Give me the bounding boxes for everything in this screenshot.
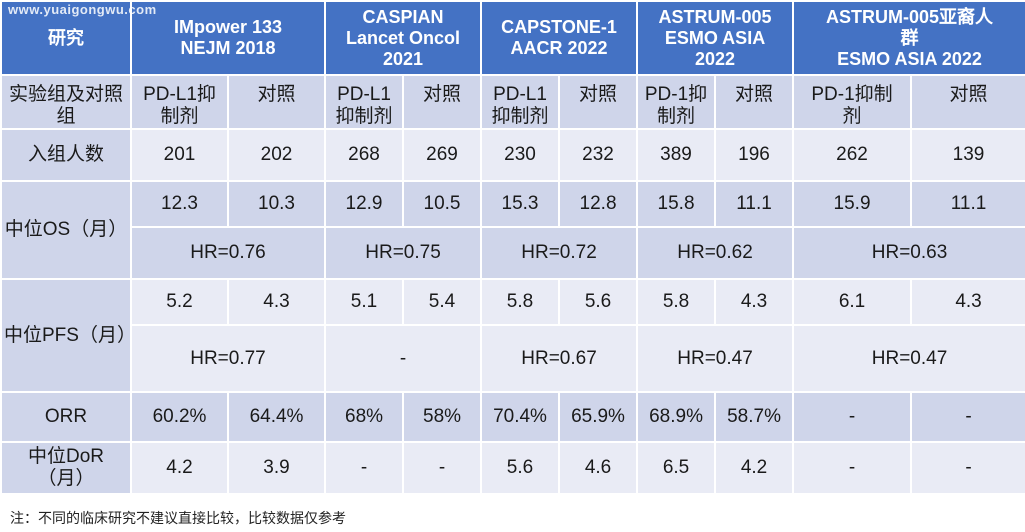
value-cell: 230 (480, 128, 561, 182)
study-header: IMpower 133 NEJM 2018 (129, 0, 327, 76)
hazard-ratio-cell: HR=0.47 (636, 324, 795, 393)
value-cell: 202 (226, 128, 327, 182)
value-cell: - (910, 391, 1025, 443)
value-cell: 5.8 (636, 278, 717, 326)
study-header: ASTRUM-005 ESMO ASIA 2022 (636, 0, 795, 76)
study-header: CASPIAN Lancet Oncol 2021 (324, 0, 483, 76)
group-cell: 对照 (558, 74, 639, 130)
pfs-row: 中位PFS（月） 5.2 4.3 5.1 5.4 5.8 5.6 5.8 4.3… (0, 278, 1025, 393)
os-row: 中位OS（月） 12.3 10.3 12.9 10.5 15.3 12.8 15… (0, 180, 1025, 280)
value-cell: 4.2 (714, 441, 795, 495)
value-cell: 60.2% (130, 391, 229, 443)
group-cell: 对照 (226, 74, 327, 130)
group-cell: 对照 (714, 74, 795, 130)
value-cell: 12.8 (558, 180, 639, 228)
orr-row: ORR 60.2% 64.4% 68% 58% 70.4% 65.9% 68.9… (0, 391, 1025, 443)
value-cell: 5.2 (130, 278, 229, 326)
group-cell: 对照 (402, 74, 483, 130)
value-cell: 4.3 (226, 278, 327, 326)
comparison-table: 研究 IMpower 133 NEJM 2018 CASPIAN Lancet On… (0, 0, 1025, 495)
value-cell: 5.6 (480, 441, 561, 495)
value-cell: 70.4% (480, 391, 561, 443)
value-cell: 3.9 (226, 441, 327, 495)
row-label: 实验组及对照组 (0, 74, 132, 130)
value-cell: 5.1 (324, 278, 405, 326)
value-cell: 58.7% (714, 391, 795, 443)
value-cell: - (324, 441, 405, 495)
value-cell: 269 (402, 128, 483, 182)
hazard-ratio-cell: HR=0.62 (636, 226, 795, 280)
groups-row: 实验组及对照组 PD-L1抑 制剂 对照 PD-L1 抑制剂 对照 PD-L1 抑制剂… (0, 74, 1025, 130)
row-label: 中位PFS（月） (0, 278, 136, 393)
group-cell: PD-L1抑制剂 (130, 74, 229, 130)
row-label: 中位DoR （月） (0, 441, 132, 495)
value-cell: 389 (636, 128, 717, 182)
header-row: 研究 IMpower 133 NEJM 2018 CASPIAN Lancet On… (0, 0, 1025, 76)
value-cell: 4.2 (130, 441, 229, 495)
value-cell: 262 (792, 128, 913, 182)
value-cell: 5.8 (480, 278, 561, 326)
value-cell: 4.3 (910, 278, 1025, 326)
value-cell: 4.3 (714, 278, 795, 326)
hazard-ratio-cell: HR=0.76 (129, 226, 327, 280)
value-cell: 10.5 (402, 180, 483, 228)
value-cell: 6.5 (636, 441, 717, 495)
study-header: CAPSTONE-1 AACR 2022 (480, 0, 639, 76)
value-cell: 139 (910, 128, 1025, 182)
hazard-ratio-cell: HR=0.63 (792, 226, 1025, 280)
group-cell: PD-1抑制剂 (636, 74, 717, 130)
value-cell: 12.3 (130, 180, 229, 228)
value-cell: 11.1 (910, 180, 1025, 228)
group-cell: 对照 (910, 74, 1025, 130)
value-cell: 5.4 (402, 278, 483, 326)
row-label: 入组人数 (0, 128, 132, 182)
value-cell: 5.6 (558, 278, 639, 326)
pfs-hr-row: HR=0.77 - HR=0.67 HR=0.47 HR=0.47 (1, 324, 1025, 393)
value-cell: - (792, 441, 913, 495)
hazard-ratio-cell: HR=0.72 (480, 226, 639, 280)
hazard-ratio-cell: HR=0.67 (480, 324, 639, 393)
value-cell: - (402, 441, 483, 495)
study-header-label: 研究 (0, 0, 132, 76)
value-cell: 6.1 (792, 278, 913, 326)
value-cell: 15.3 (480, 180, 561, 228)
value-cell: - (910, 441, 1025, 495)
footnote: 注：不同的临床研究不建议直接比较，比较数据仅参考 (10, 510, 346, 526)
dor-row: 中位DoR （月） 4.2 3.9 - - 5.6 4.6 6.5 4.2 - - (0, 441, 1025, 495)
value-cell: 11.1 (714, 180, 795, 228)
value-cell: 12.9 (324, 180, 405, 228)
value-cell: - (792, 391, 913, 443)
os-hr-row: HR=0.76 HR=0.75 HR=0.72 HR=0.62 HR=0.63 (1, 226, 1025, 280)
watermark: www.yuaigongwu.com (8, 2, 157, 17)
value-cell: 64.4% (226, 391, 327, 443)
row-label: 中位OS（月） (0, 180, 132, 280)
value-cell: 68% (324, 391, 405, 443)
enrolled-row: 入组人数 201 202 268 269 230 232 389 196 262… (0, 128, 1025, 182)
value-cell: 4.6 (558, 441, 639, 495)
hazard-ratio-cell: HR=0.77 (129, 324, 327, 393)
row-label: ORR (0, 391, 132, 443)
value-cell: 268 (324, 128, 405, 182)
value-cell: 201 (130, 128, 229, 182)
hazard-ratio-cell: HR=0.75 (324, 226, 483, 280)
value-cell: 58% (402, 391, 483, 443)
value-cell: 10.3 (226, 180, 327, 228)
value-cell: 196 (714, 128, 795, 182)
hazard-ratio-cell: HR=0.47 (792, 324, 1025, 393)
hazard-ratio-cell: - (324, 324, 483, 393)
value-cell: 68.9% (636, 391, 717, 443)
study-header: ASTRUM-005亚裔人群 ESMO ASIA 2022 (792, 0, 1025, 76)
value-cell: 15.8 (636, 180, 717, 228)
value-cell: 15.9 (792, 180, 913, 228)
group-cell: PD-1抑制剂 (792, 74, 913, 130)
value-cell: 232 (558, 128, 639, 182)
value-cell: 65.9% (558, 391, 639, 443)
